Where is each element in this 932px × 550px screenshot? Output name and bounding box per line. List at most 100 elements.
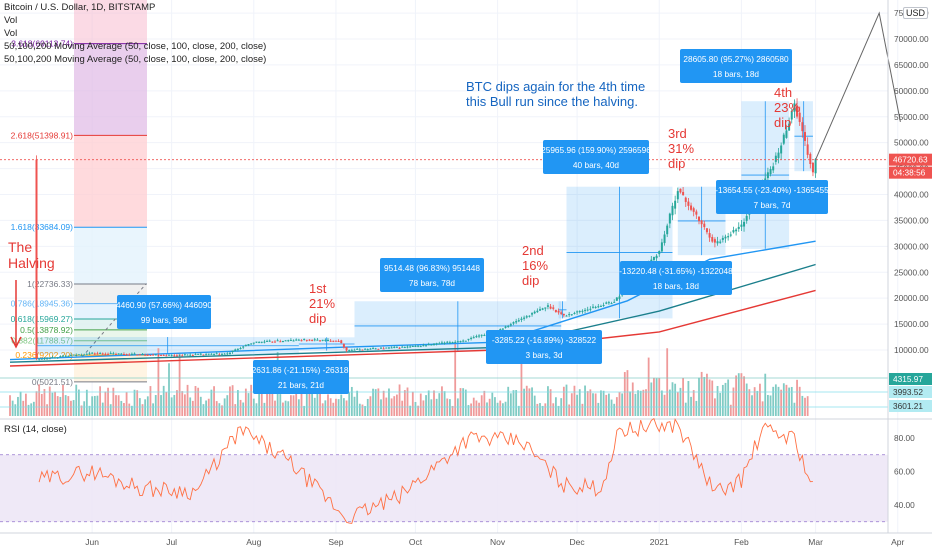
volume-bar [242, 402, 245, 416]
volume-bar [406, 387, 409, 416]
ma-legend-2[interactable]: 50,100,200 Moving Average (50, close, 10… [4, 54, 267, 65]
volume-bar [67, 396, 70, 416]
candle-body [740, 224, 743, 227]
candle-body [175, 355, 178, 357]
volume-legend-2[interactable]: Vol [4, 28, 18, 39]
currency-button[interactable]: USD [903, 7, 929, 19]
candle-body [782, 134, 785, 144]
symbol-title[interactable]: Bitcoin / U.S. Dollar, 1D, BITSTAMP [4, 2, 156, 13]
volume-bar [284, 400, 287, 416]
annotation-line: 3rd [668, 126, 687, 141]
volume-bar [716, 385, 719, 416]
volume-bar [698, 377, 700, 416]
x-tick-label: Mar [808, 537, 823, 547]
candle-body [223, 353, 226, 355]
candle-body [35, 159, 38, 359]
candle-body [319, 340, 322, 342]
candle-body [515, 321, 518, 323]
volume-bar [653, 377, 655, 416]
volume-bar [748, 389, 751, 416]
candle-body [297, 339, 300, 341]
candle-body [438, 343, 441, 345]
annotation-line: this Bull run since the halving. [466, 94, 638, 109]
volume-bar [107, 387, 109, 416]
candle-body [165, 355, 168, 357]
candle-body [252, 342, 255, 344]
volume-bar [88, 405, 91, 416]
volume-bar [120, 400, 123, 416]
volume-bar [305, 387, 308, 416]
fib-band-blue [74, 227, 147, 284]
candle-body [745, 215, 748, 221]
volume-bar [586, 391, 589, 416]
candle-body [568, 314, 571, 316]
volume-bar [539, 403, 541, 416]
volume-bar [729, 404, 732, 416]
volume-bar [441, 386, 443, 416]
candle-body [544, 307, 547, 309]
volume-bar [17, 396, 19, 416]
candle-body [576, 311, 579, 313]
volume-bar [759, 383, 761, 416]
candle-body [705, 228, 708, 233]
ma-legend-1[interactable]: 50,100,200 Moving Average (50, close, 10… [4, 41, 267, 52]
volume-bar [83, 401, 86, 416]
candle-body [528, 315, 531, 317]
ma100-line [9, 263, 816, 363]
volume-bar [337, 399, 340, 416]
volume-bar [515, 390, 518, 416]
volume-bar [430, 399, 433, 416]
candle-body [698, 216, 700, 221]
candle-body [218, 354, 221, 356]
volume-bar [719, 392, 722, 416]
candle-body [107, 353, 110, 355]
volume-bar [708, 379, 711, 416]
volume-bar [531, 387, 533, 416]
volume-bar [751, 395, 753, 416]
volume-bar [647, 357, 650, 416]
candle-body [546, 305, 549, 307]
candle-body [414, 345, 417, 347]
candle-body [605, 302, 608, 304]
annotation-text: 2nd 16% dip [522, 243, 548, 288]
candle-body [247, 344, 250, 346]
measure-label: 4460.90 (57.66%) 446090 99 bars, 99d [116, 295, 212, 329]
candle-body [425, 345, 428, 347]
volume-bar [218, 403, 221, 416]
candle-body [549, 306, 552, 309]
volume-bar [737, 373, 740, 416]
volume-bar [149, 386, 152, 416]
volume-bar [38, 384, 41, 416]
rsi-legend[interactable]: RSI (14, close) [4, 424, 67, 435]
volume-bar [372, 388, 374, 416]
volume-bar [80, 405, 83, 416]
candle-body [390, 347, 393, 349]
measure-label-value: 28605.80 (95.27%) 2860580 [683, 54, 789, 64]
candle-body [300, 340, 303, 342]
candle-body [454, 341, 457, 343]
volume-bar [393, 396, 396, 416]
candles [0, 98, 888, 361]
price-badge-box [889, 166, 932, 179]
volume-bar [85, 389, 88, 416]
volume-bar [231, 385, 234, 416]
volume-bar [59, 396, 62, 416]
volume-bar [517, 405, 520, 416]
measure-label-box [620, 261, 732, 295]
annotation-line: The [8, 239, 32, 255]
candle-body [364, 348, 367, 350]
volume-bar [255, 403, 258, 416]
candle-body [451, 342, 454, 344]
volume-bar [576, 394, 578, 416]
volume-legend-1[interactable]: Vol [4, 15, 18, 26]
price-badge: 3601.21 [889, 400, 932, 412]
candle-body [440, 342, 443, 344]
candle-body [589, 308, 592, 310]
volume-bar [671, 382, 674, 416]
volume-bar [703, 377, 706, 416]
annotation-line: dip [522, 273, 539, 288]
price-badge: 46720.63 [889, 153, 932, 166]
candle-body [183, 354, 186, 356]
projection-path [815, 11, 901, 160]
